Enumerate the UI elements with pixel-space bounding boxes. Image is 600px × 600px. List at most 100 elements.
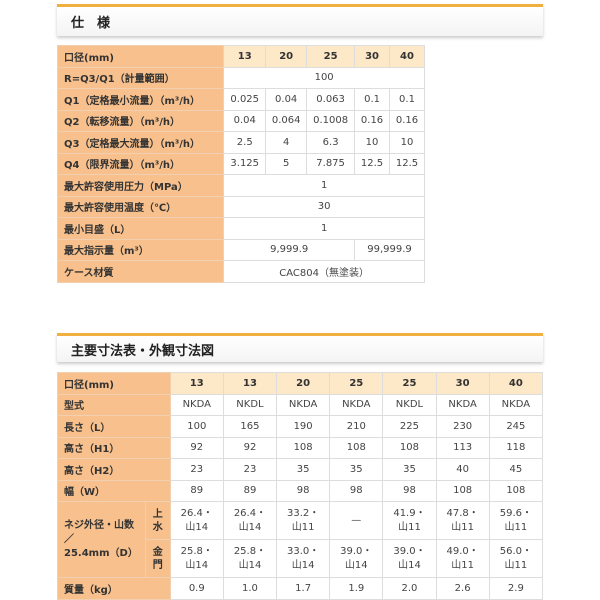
cell: 26.4・山14 [222, 501, 278, 540]
cell: 0.04 [223, 109, 267, 132]
cell-line: 山14 [185, 559, 209, 571]
cell: 2.6 [435, 577, 490, 600]
thread-label-line: ／ [64, 533, 74, 545]
cell: 9,999.9 [223, 238, 356, 261]
spec-table: 口径(mm) 13 20 25 30 40 R=Q3/Q1（計量範囲） 100 Q1（定格最小流… [56, 45, 425, 283]
thread-sub-label: 金門 [144, 539, 171, 578]
cell: 3.125 [223, 152, 267, 175]
table-row: 高さ（H2） 23 23 35 35 35 40 45 [57, 458, 544, 481]
cell: NKDA [169, 393, 224, 416]
cell: 0.16 [389, 109, 425, 132]
row-label: 高さ（H2） [57, 458, 171, 481]
cell: 12.5 [354, 152, 391, 175]
cell: 108 [276, 436, 331, 459]
cell: 30 [223, 195, 425, 218]
cell: 1.0 [222, 577, 278, 600]
cell: 113 [435, 436, 490, 459]
header-label: 口径(mm) [56, 45, 225, 68]
row-label: 長さ（L） [57, 415, 171, 438]
row-label: Q2（転移流量）（m³/h） [56, 109, 225, 132]
cell: 89 [169, 479, 224, 502]
cell-line: 33.0・ [286, 545, 320, 557]
cell-line: 26.4・ [233, 507, 267, 519]
cell: 0.064 [265, 109, 308, 132]
cell: CAC804（無塗装） [223, 260, 425, 283]
cell: NKDL [382, 393, 437, 416]
row-label: 最大指示量（m³） [56, 238, 225, 261]
cell: 108 [435, 479, 490, 502]
cell: 25.8・ 山14 [222, 539, 278, 578]
cell: NKDL [222, 393, 278, 416]
cell: 49.0・ 山11 [435, 539, 490, 578]
row-label: 質量（kg） [57, 577, 171, 600]
cell-line: 山11 [451, 521, 474, 533]
thread-sub-label: 上水 [144, 501, 171, 540]
header-col: 20 [276, 372, 331, 395]
section-heading-spec: 仕 様 [57, 4, 543, 36]
cell: 245 [488, 415, 544, 438]
cell: 108 [329, 436, 384, 459]
row-label: Q3（定格最大流量）（m³/h） [56, 131, 225, 154]
cell: 7.875 [306, 152, 356, 175]
cell: 2.9 [488, 577, 544, 600]
cell-line: 59.6・ [499, 507, 532, 519]
cell: 98 [276, 479, 331, 502]
cell: 25.8・ 山14 [169, 539, 224, 578]
table-row: 最小目盛（L） 1 [56, 217, 425, 240]
cell: — [329, 501, 384, 540]
sub-label-line: 門 [152, 559, 163, 571]
cell: 0.063 [306, 88, 356, 111]
cell-line: 山14 [238, 521, 262, 533]
cell: 0.1 [354, 88, 391, 111]
cell: 190 [276, 415, 331, 438]
row-label: 幅（W） [57, 479, 171, 502]
cell: 1.9 [329, 577, 384, 600]
cell: 4 [265, 131, 308, 154]
cell: 0.025 [223, 88, 267, 111]
row-label: R=Q3/Q1（計量範囲） [56, 66, 225, 89]
cell-line: — [351, 514, 362, 526]
cell: 92 [169, 436, 224, 459]
section-heading-dimensions: 主要寸法表・外観寸法図 [57, 333, 543, 362]
cell: 23 [169, 458, 224, 481]
cell: 210 [329, 415, 384, 438]
table-row: 幅（W） 89 89 98 98 98 108 108 [57, 479, 544, 502]
cell-line: 山14 [291, 559, 315, 571]
cell: 92 [222, 436, 278, 459]
cell-line: 山14 [398, 559, 421, 571]
cell: 39.0・ 山14 [329, 539, 384, 578]
header-col: 25 [306, 45, 356, 68]
row-label: 最大許容使用温度（℃） [56, 195, 225, 218]
cell: 2.0 [382, 577, 437, 600]
cell-line: 56.0・ [499, 545, 532, 557]
cell-line: 39.0・ [340, 545, 373, 557]
table-row: 型式 NKDA NKDL NKDA NKDA NKDL NKDA NKDA [57, 393, 544, 416]
row-label: 最小目盛（L） [56, 217, 225, 240]
cell: 100 [169, 415, 224, 438]
cell: 10 [389, 131, 425, 154]
cell: 26.4・ 山14 [169, 501, 224, 540]
cell: NKDA [488, 393, 544, 416]
cell: 6.3 [306, 131, 356, 154]
cell: 12.5 [389, 152, 425, 175]
cell: 33.0・山14 [276, 539, 331, 578]
cell-line: 山11 [504, 521, 528, 533]
table-row: Q2（転移流量）（m³/h） 0.04 0.064 0.1008 0.16 0.16 [56, 109, 425, 132]
cell-line: 33.2・ [286, 507, 320, 519]
dimensions-table: 口径(mm) 13 13 20 25 25 30 40 型式 NKDA NKDL NKDA NKDA NK… [57, 372, 544, 600]
row-label: 型式 [57, 393, 171, 416]
cell-line: 39.0・ [393, 545, 426, 557]
cell-line: 47.8・ [446, 507, 479, 519]
table-row: 最大許容使用温度（℃） 30 [56, 195, 425, 218]
cell: NKDA [435, 393, 490, 416]
cell-line: 山14 [185, 521, 209, 533]
cell: 100 [223, 66, 425, 89]
cell: 99,999.9 [354, 238, 425, 261]
cell-line: 山14 [238, 559, 262, 571]
row-label: ケース材質 [56, 260, 225, 283]
header-col: 13 [169, 372, 224, 395]
cell: 230 [435, 415, 490, 438]
table-row-thread: 金門 25.8・ 山14 25.8・ 山14 33.0・ 山14 39.0・ 山14 39.0・山… [58, 539, 544, 578]
header-col: 13 [222, 372, 278, 395]
cell: 35 [276, 458, 331, 481]
